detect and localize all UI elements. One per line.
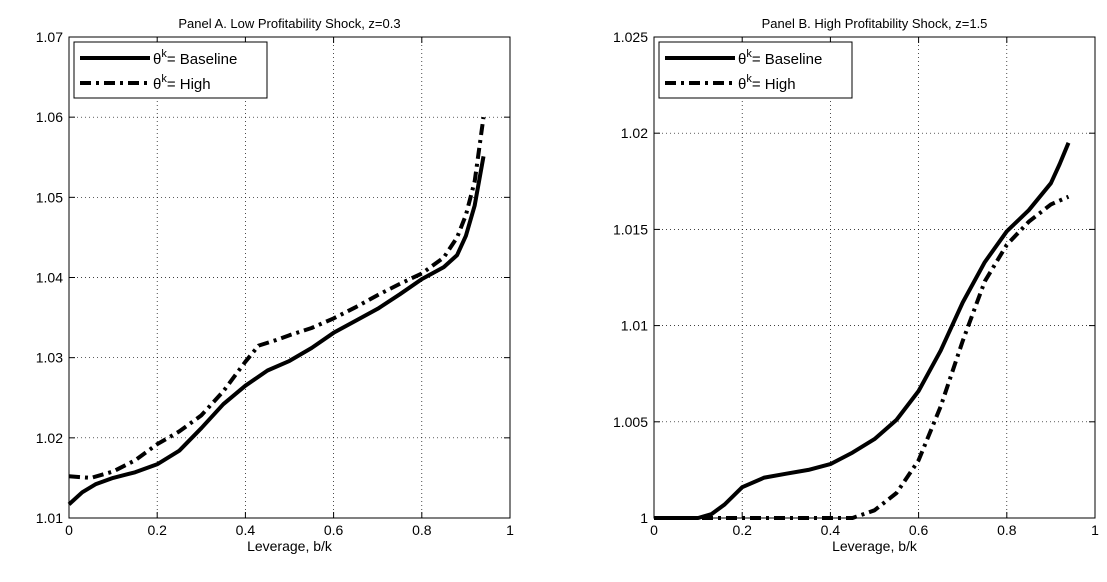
legend-series-name: = High — [752, 76, 796, 93]
x-tick-label: 0.2 — [147, 522, 167, 538]
legend-superscript: k — [746, 48, 752, 60]
x-tick-label: 0 — [650, 522, 658, 538]
y-tick-label: 1.04 — [36, 270, 63, 286]
x-tick-label: 0.8 — [412, 522, 432, 538]
x-tick-label: 0.4 — [236, 522, 256, 538]
x-tick-label: 0.6 — [324, 522, 344, 538]
panel-b: 0 0.2 0.4 0.6 0.8 111.0051.011.0151.021.025θk… — [613, 16, 1099, 554]
y-tick-label: 1.05 — [36, 189, 63, 205]
legend-symbol: θ — [738, 76, 746, 93]
legend-label: θk= High — [153, 73, 211, 93]
legend-label: θk= High — [738, 73, 796, 93]
axes-frame — [653, 36, 1096, 519]
legend-series-name: = Baseline — [167, 51, 237, 68]
x-tick-label: 0.4 — [821, 522, 841, 538]
y-tick-label: 1.06 — [36, 109, 63, 125]
x-tick-label: 0.8 — [997, 522, 1017, 538]
legend-series-name: = Baseline — [752, 51, 822, 68]
x-tick-label: 0 — [65, 522, 73, 538]
y-tick-label: 1.01 — [36, 510, 63, 526]
x-tick-label: 0.2 — [732, 522, 752, 538]
x-tick-label: 0.6 — [909, 522, 929, 538]
legend-symbol: θ — [153, 51, 161, 68]
x-tick-label: 1 — [1091, 522, 1099, 538]
legend-superscript: k — [161, 48, 167, 60]
series-line-high — [68, 116, 486, 480]
y-tick-label: 1.025 — [613, 29, 648, 45]
y-tick-label: 1.03 — [36, 350, 63, 366]
y-tick-label: 1.02 — [621, 125, 648, 141]
legend-superscript: k — [161, 73, 167, 85]
legend-label: θk= Baseline — [153, 48, 237, 68]
plot-area — [653, 36, 1096, 519]
y-tick-label: 1.005 — [613, 414, 648, 430]
y-tick-label: 1.02 — [36, 430, 63, 446]
legend-box — [658, 41, 853, 99]
x-tick-label: 1 — [506, 522, 514, 538]
x-axis-label: Leverage, b/k — [247, 538, 333, 554]
legend-superscript: k — [746, 73, 752, 85]
chart-title: Panel B. High Profitability Shock, z=1.5 — [762, 16, 988, 31]
x-axis-label: Leverage, b/k — [832, 538, 918, 554]
y-tick-label: 1 — [640, 510, 648, 526]
legend-label: θk= Baseline — [738, 48, 822, 68]
legend-symbol: θ — [738, 51, 746, 68]
panel-a: 0 0.2 0.4 0.6 0.8 1 1.01 1.02 1.03 1.04 1.05 1.06 1.… — [36, 16, 514, 554]
y-tick-label: 1.07 — [36, 29, 63, 45]
y-tick-label: 1.015 — [613, 221, 648, 237]
legend-box — [73, 41, 268, 99]
series-line-baseline — [67, 156, 486, 506]
series-line-high — [654, 194, 1070, 520]
legend-symbol: θ — [153, 76, 161, 93]
legend-series-name: = High — [167, 76, 211, 93]
chart-title: Panel A. Low Profitability Shock, z=0.3 — [178, 16, 400, 31]
y-tick-label: 1.01 — [621, 318, 648, 334]
series-line-baseline — [654, 142, 1071, 520]
axes-frame — [68, 36, 511, 519]
